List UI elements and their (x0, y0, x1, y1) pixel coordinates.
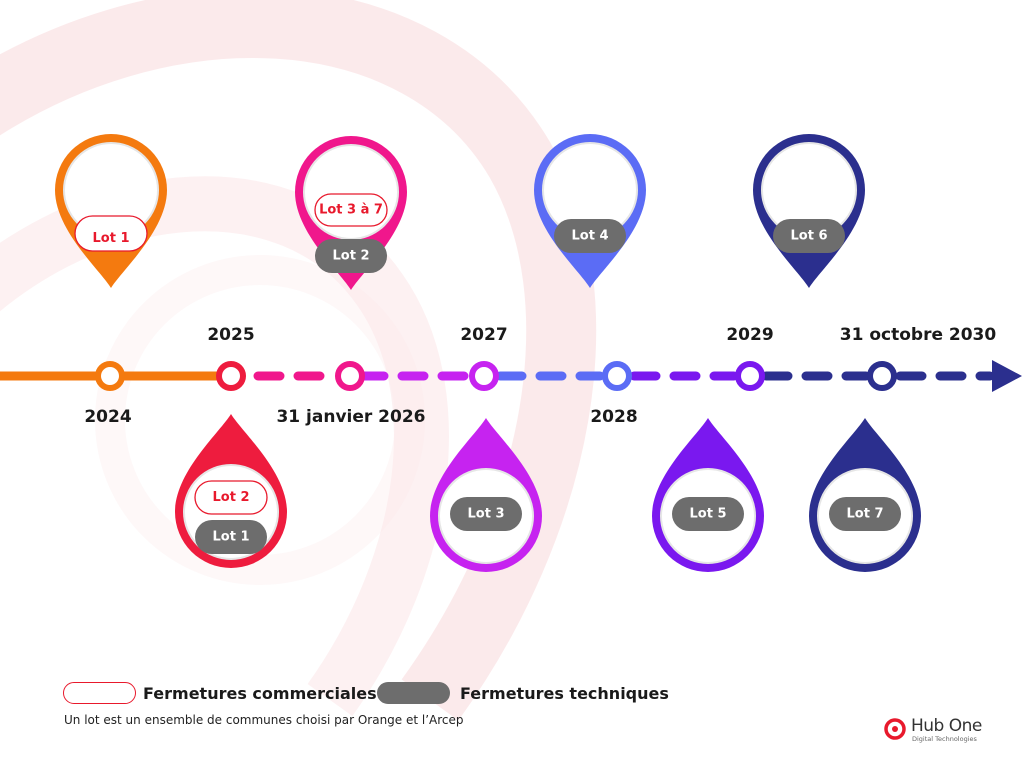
milestone-2029 (735, 361, 765, 391)
year-label-2029: 2029 (726, 325, 773, 345)
commercial-pill (194, 480, 268, 515)
legend-swatch-commercial (63, 682, 136, 704)
background-swirl (0, 0, 597, 721)
pill-label: Lot 5 (689, 507, 726, 522)
logo-mark-icon (884, 718, 906, 740)
pin-2030-bottom: Lot 7 (809, 418, 921, 572)
milestone-markers (95, 361, 897, 391)
timeline-arrowhead (992, 360, 1022, 392)
year-label-2025: 2025 (207, 325, 254, 345)
year-label-2026: 31 janvier 2026 (276, 407, 425, 427)
year-label-2030: 31 octobre 2030 (840, 325, 997, 345)
milestone-2028 (602, 361, 632, 391)
year-label-2028: 2028 (590, 407, 637, 427)
technical-pill (773, 219, 845, 253)
milestone-2025 (216, 361, 246, 391)
commercial-pill (314, 193, 388, 227)
technical-pill (554, 219, 626, 253)
pin-2026: Lot 3 à 7 Lot 2 (295, 136, 407, 290)
pin-2025: Lot 2 Lot 1 (175, 414, 287, 568)
logo-name: Hub One (911, 716, 982, 736)
legend-label-commercial: Fermetures commerciales (143, 684, 377, 703)
pill-label: Lot 1 (212, 530, 249, 545)
legend-label-technical: Fermetures techniques (460, 684, 669, 703)
pin-2028: Lot 4 (534, 134, 646, 288)
milestone-2027 (469, 361, 499, 391)
pin-2029: Lot 5 (652, 418, 764, 572)
hub-one-logo: Hub One Digital Technologies (884, 716, 994, 746)
pill-label: Lot 2 (332, 249, 369, 264)
year-label-2027: 2027 (460, 325, 507, 345)
technical-pill (315, 239, 387, 273)
year-label-2024: 2024 (84, 407, 131, 427)
pill-label: Lot 7 (846, 507, 883, 522)
pill-label: Lot 2 (212, 490, 249, 505)
pin-2027: Lot 3 (430, 418, 542, 572)
pill-label: Lot 6 (790, 229, 827, 244)
pill-label: Lot 4 (571, 229, 608, 244)
technical-pill (672, 497, 744, 531)
technical-pill (829, 497, 901, 531)
pin-2030-top: Lot 6 (753, 134, 865, 288)
technical-pill (450, 497, 522, 531)
milestone-2026 (335, 361, 365, 391)
logo-tagline: Digital Technologies (912, 735, 977, 743)
pill-label: Lot 3 (467, 507, 504, 522)
pill-label: Lot 1 (92, 231, 129, 246)
technical-pill (195, 520, 267, 554)
footnote: Un lot est un ensemble de communes chois… (64, 713, 464, 727)
milestone-2030 (867, 361, 897, 391)
milestone-2024 (95, 361, 125, 391)
pill-label: Lot 3 à 7 (319, 203, 383, 218)
commercial-pill (74, 215, 148, 252)
pin-2024: Lot 1 (55, 134, 167, 288)
legend-swatch-technical (377, 682, 450, 704)
